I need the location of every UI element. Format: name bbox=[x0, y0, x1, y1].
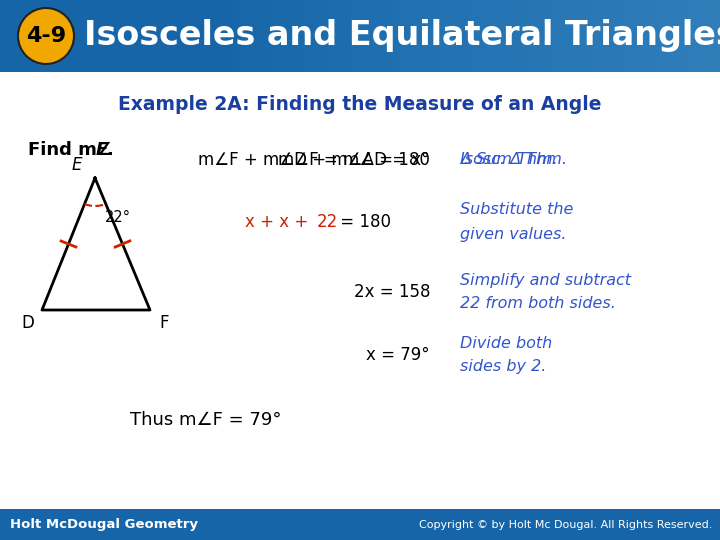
Text: m∠F = m∠D = x°: m∠F = m∠D = x° bbox=[279, 151, 430, 169]
Text: x + x +: x + x + bbox=[245, 213, 313, 231]
Bar bbox=[275, 0, 283, 72]
Bar bbox=[241, 0, 250, 72]
Text: = 180: = 180 bbox=[335, 213, 391, 231]
Bar bbox=[619, 0, 628, 72]
Text: given values.: given values. bbox=[460, 226, 567, 241]
Bar bbox=[628, 0, 636, 72]
Bar bbox=[477, 0, 485, 72]
Bar bbox=[535, 0, 544, 72]
Text: Δ Sum Thm.: Δ Sum Thm. bbox=[460, 152, 558, 167]
Text: Example 2A: Finding the Measure of an Angle: Example 2A: Finding the Measure of an An… bbox=[118, 94, 602, 113]
Text: sides by 2.: sides by 2. bbox=[460, 360, 546, 375]
Text: Divide both: Divide both bbox=[460, 335, 552, 350]
Bar bbox=[409, 0, 418, 72]
Bar bbox=[644, 0, 653, 72]
Bar bbox=[317, 0, 325, 72]
Bar bbox=[703, 0, 711, 72]
Bar bbox=[443, 0, 451, 72]
Bar bbox=[418, 0, 426, 72]
Bar bbox=[544, 0, 552, 72]
Text: x = 79°: x = 79° bbox=[366, 346, 430, 364]
Bar bbox=[434, 0, 443, 72]
Bar bbox=[711, 0, 720, 72]
Text: Holt McDougal Geometry: Holt McDougal Geometry bbox=[10, 518, 198, 531]
Bar bbox=[233, 0, 241, 72]
Text: Copyright © by Holt Mc Dougal. All Rights Reserved.: Copyright © by Holt Mc Dougal. All Right… bbox=[418, 519, 712, 530]
Bar bbox=[611, 0, 619, 72]
Bar bbox=[342, 0, 351, 72]
Bar bbox=[359, 0, 367, 72]
Bar bbox=[426, 0, 434, 72]
Bar bbox=[653, 0, 661, 72]
Bar bbox=[661, 0, 670, 72]
Bar bbox=[0, 509, 720, 540]
Bar bbox=[325, 0, 333, 72]
Bar bbox=[266, 0, 275, 72]
Text: D: D bbox=[22, 314, 35, 332]
Bar bbox=[585, 0, 594, 72]
Bar bbox=[577, 0, 585, 72]
Bar bbox=[258, 0, 266, 72]
Bar bbox=[518, 0, 527, 72]
Bar bbox=[686, 0, 695, 72]
Bar bbox=[459, 0, 468, 72]
Circle shape bbox=[18, 8, 74, 64]
Bar bbox=[678, 0, 686, 72]
Text: m∠F + m∠D + m∠A = 180: m∠F + m∠D + m∠A = 180 bbox=[198, 151, 430, 169]
Bar bbox=[552, 0, 560, 72]
Bar bbox=[351, 0, 359, 72]
Bar bbox=[0, 0, 720, 72]
Text: 22: 22 bbox=[317, 213, 338, 231]
Bar bbox=[367, 0, 376, 72]
Bar bbox=[392, 0, 401, 72]
Text: 4-9: 4-9 bbox=[26, 26, 66, 46]
Bar bbox=[502, 0, 510, 72]
Text: Simplify and subtract: Simplify and subtract bbox=[460, 273, 631, 287]
Bar bbox=[636, 0, 644, 72]
Bar bbox=[468, 0, 477, 72]
Bar bbox=[603, 0, 611, 72]
Text: Thus m∠F = 79°: Thus m∠F = 79° bbox=[130, 411, 282, 429]
Text: F: F bbox=[159, 314, 168, 332]
Bar bbox=[510, 0, 518, 72]
Bar bbox=[333, 0, 342, 72]
Bar bbox=[670, 0, 678, 72]
Text: Isosc. Δ Thm.: Isosc. Δ Thm. bbox=[460, 152, 567, 167]
Bar bbox=[300, 0, 308, 72]
Text: .: . bbox=[106, 141, 113, 159]
Bar bbox=[560, 0, 569, 72]
Bar bbox=[384, 0, 392, 72]
Bar bbox=[250, 0, 258, 72]
Bar bbox=[493, 0, 502, 72]
Text: E: E bbox=[72, 156, 82, 174]
Text: Isosceles and Equilateral Triangles: Isosceles and Equilateral Triangles bbox=[84, 19, 720, 52]
Text: Substitute the: Substitute the bbox=[460, 202, 573, 218]
Bar bbox=[283, 0, 292, 72]
Bar bbox=[451, 0, 459, 72]
Text: 2x = 158: 2x = 158 bbox=[354, 283, 430, 301]
Bar bbox=[695, 0, 703, 72]
Text: F: F bbox=[96, 141, 108, 159]
Text: 22 from both sides.: 22 from both sides. bbox=[460, 296, 616, 312]
Text: Find m∠: Find m∠ bbox=[28, 141, 113, 159]
Bar bbox=[216, 0, 225, 72]
Text: 22°: 22° bbox=[105, 211, 131, 226]
Bar bbox=[569, 0, 577, 72]
Bar bbox=[485, 0, 493, 72]
Bar bbox=[594, 0, 603, 72]
Bar bbox=[527, 0, 535, 72]
Bar bbox=[308, 0, 317, 72]
Bar bbox=[225, 0, 233, 72]
Bar bbox=[376, 0, 384, 72]
Bar bbox=[401, 0, 409, 72]
Bar bbox=[292, 0, 300, 72]
